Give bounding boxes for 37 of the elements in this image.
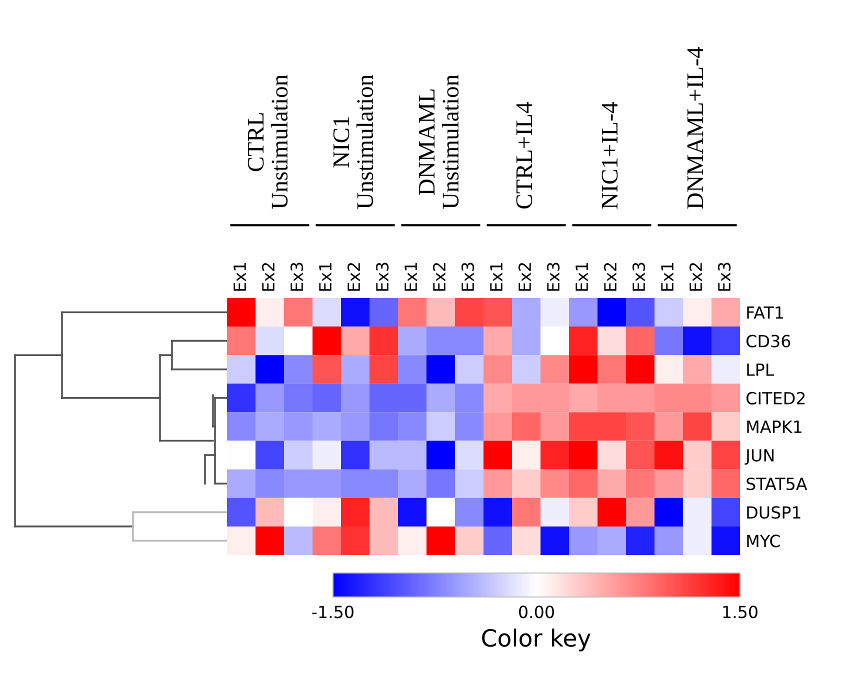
- text: NIC1 Unstimulation: [333, 74, 374, 209]
- x-tick-label: Ex2: [262, 263, 274, 291]
- x-tick-label: Ex3: [290, 262, 304, 291]
- y-tick-label: DUSP1: [747, 506, 800, 519]
- y-tick-label: FAT1: [747, 306, 783, 319]
- x-tick-label: Ex2: [604, 263, 616, 291]
- x-tick-label: Ex3: [632, 262, 646, 291]
- x-tick-label: Ex1: [319, 262, 332, 291]
- text: DNMAML+IL-4: [687, 47, 703, 209]
- x-tick-label: Ex1: [404, 262, 417, 291]
- text: DNMAML Unstimulation: [418, 74, 459, 209]
- y-tick-label: CITED2: [746, 392, 805, 405]
- x-tick-label: Ex1: [490, 262, 502, 291]
- x-tick-label: Ex2: [347, 263, 360, 291]
- y-tick-label: LPL: [747, 364, 774, 376]
- text: NIC1+IL-4: [602, 102, 618, 209]
- x-tick-label: Ex3: [461, 262, 474, 291]
- color-bar-label: -1.50: [312, 606, 354, 618]
- x-tick-label: Ex3: [376, 262, 389, 291]
- x-tick-label: Ex3: [718, 262, 731, 291]
- y-tick-label: CD36: [746, 334, 790, 348]
- x-tick-label: Ex1: [576, 262, 588, 291]
- color-bar-title: Color key: [482, 628, 591, 652]
- text: CTRL Unstimulation: [248, 74, 288, 209]
- y-tick-label: MYC: [747, 534, 780, 548]
- x-tick-label: Ex1: [234, 262, 246, 291]
- x-tick-label: Ex1: [661, 262, 674, 291]
- y-tick-label: MAPK1: [747, 420, 802, 433]
- x-tick-label: Ex3: [546, 262, 560, 291]
- x-tick-label: Ex2: [518, 263, 531, 291]
- x-tick-label: Ex2: [689, 263, 702, 291]
- y-tick-label: STAT5A: [746, 478, 808, 490]
- color-bar-label: 1.50: [723, 606, 758, 618]
- y-tick-label: JUN: [744, 449, 774, 465]
- text: CTRL+IL4: [516, 102, 532, 209]
- color-bar-label: 0.00: [519, 606, 554, 618]
- x-tick-label: Ex2: [432, 263, 446, 291]
